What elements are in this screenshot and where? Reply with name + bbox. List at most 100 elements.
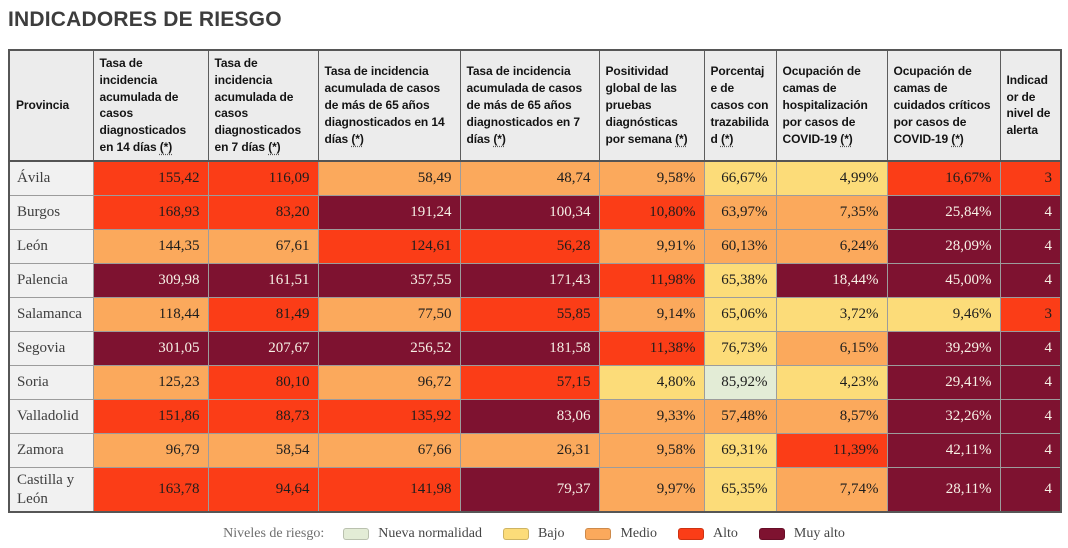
value-cell: 39,29% <box>886 330 1001 366</box>
table-header: Provincia Tasa de incidencia acumulada de… <box>8 49 1062 162</box>
column-header: Indicador de nivel de alerta <box>999 49 1062 162</box>
column-header-label: Provincia <box>16 97 70 112</box>
value-cell: 85,92% <box>703 364 777 400</box>
value-cell: 4,99% <box>775 160 888 196</box>
value-cell: 83,06 <box>459 398 600 434</box>
value-cell: 181,58 <box>459 330 600 366</box>
risk-legend: Niveles de riesgo: Nueva normalidad Bajo M… <box>8 526 1060 542</box>
column-header: Provincia <box>8 49 94 162</box>
footnote-marker[interactable]: (*) <box>493 131 506 146</box>
value-cell: 4 <box>999 398 1062 434</box>
legend-item-label: Bajo <box>538 526 565 542</box>
column-header-label: Indicador de nivel de alerta <box>1006 72 1051 138</box>
value-cell: 9,91% <box>598 228 705 264</box>
footnote-marker[interactable]: (*) <box>159 139 173 154</box>
value-cell: 65,35% <box>703 466 777 513</box>
footnote-marker[interactable]: (*) <box>720 131 734 146</box>
table-row: Palencia 309,98 161,51 357,55 171,43 11,98% 65… <box>8 262 1062 298</box>
table-row: León 144,35 67,61 124,61 56,28 9,91% 60,13% 6,2… <box>8 228 1062 264</box>
value-cell: 28,09% <box>886 228 1001 264</box>
value-cell: 151,86 <box>92 398 209 434</box>
table-body: Ávila 155,42 116,09 58,49 48,74 9,58% 66,67% 4,… <box>8 160 1062 513</box>
value-cell: 4 <box>999 432 1062 468</box>
value-cell: 7,35% <box>775 194 888 230</box>
value-cell: 118,44 <box>92 296 209 332</box>
value-cell: 96,79 <box>92 432 209 468</box>
value-cell: 141,98 <box>317 466 461 513</box>
table-row: Salamanca 118,44 81,49 77,50 55,85 9,14% 65,06… <box>8 296 1062 332</box>
province-cell: León <box>8 228 94 264</box>
legend-item: Medio <box>585 526 657 542</box>
footnote-marker[interactable]: (*) <box>675 131 688 146</box>
risk-indicators-table: Provincia Tasa de incidencia acumulada de… <box>8 49 1062 514</box>
value-cell: 67,66 <box>317 432 461 468</box>
legend-item-label: Muy alto <box>793 526 845 542</box>
value-cell: 161,51 <box>207 262 319 298</box>
legend-swatch-muy-alto <box>758 528 785 541</box>
value-cell: 18,44% <box>775 262 888 298</box>
value-cell: 4 <box>999 262 1062 298</box>
value-cell: 11,39% <box>775 432 888 468</box>
table-row: Soria 125,23 80,10 96,72 57,15 4,80% 85,92% 4,2… <box>8 364 1062 400</box>
column-header-label: Porcentaje de casos con trazabilidad <box>710 64 769 146</box>
footnote-marker[interactable]: (*) <box>951 131 964 146</box>
column-header: Tasa de incidencia acumulada de casos de… <box>317 49 461 162</box>
value-cell: 81,49 <box>207 296 319 332</box>
legend-item: Alto <box>678 526 738 542</box>
value-cell: 4,80% <box>598 364 705 400</box>
value-cell: 301,05 <box>92 330 209 366</box>
value-cell: 69,31% <box>703 432 777 468</box>
column-header: Tasa de incidencia acumulada de casos di… <box>92 49 209 162</box>
value-cell: 65,06% <box>703 296 777 332</box>
value-cell: 7,74% <box>775 466 888 513</box>
table-row: Ávila 155,42 116,09 58,49 48,74 9,58% 66,67% 4,… <box>8 160 1062 196</box>
value-cell: 6,24% <box>775 228 888 264</box>
footnote-marker[interactable]: (*) <box>351 131 364 146</box>
legend-label: Niveles de riesgo: <box>223 526 325 542</box>
footnote-marker[interactable]: (*) <box>268 139 281 154</box>
table-row: Burgos 168,93 83,20 191,24 100,34 10,80% 63,97… <box>8 194 1062 230</box>
column-header-label: Ocupación de camas de cuidados críticos … <box>893 64 991 146</box>
table-row: Castilla y León 163,78 94,64 141,98 79,37 9,9… <box>8 466 1062 513</box>
value-cell: 168,93 <box>92 194 209 230</box>
table-row: Valladolid 151,86 88,73 135,92 83,06 9,33% 57,… <box>8 398 1062 434</box>
value-cell: 309,98 <box>92 262 209 298</box>
value-cell: 94,64 <box>207 466 319 513</box>
value-cell: 42,11% <box>886 432 1001 468</box>
value-cell: 4 <box>999 194 1062 230</box>
value-cell: 9,58% <box>598 432 705 468</box>
legend-swatch-nueva-normalidad <box>343 528 370 541</box>
value-cell: 76,73% <box>703 330 777 366</box>
footnote-marker[interactable]: (*) <box>840 131 853 146</box>
value-cell: 60,13% <box>703 228 777 264</box>
value-cell: 135,92 <box>317 398 461 434</box>
value-cell: 25,84% <box>886 194 1001 230</box>
province-cell: Zamora <box>8 432 94 468</box>
column-header-label: Positividad global de las pruebas diagnó… <box>605 64 678 146</box>
column-header: Positividad global de las pruebas diagnó… <box>598 49 705 162</box>
value-cell: 256,52 <box>317 330 461 366</box>
value-cell: 163,78 <box>92 466 209 513</box>
value-cell: 125,23 <box>92 364 209 400</box>
value-cell: 80,10 <box>207 364 319 400</box>
legend-swatch-alto <box>678 528 705 541</box>
value-cell: 8,57% <box>775 398 888 434</box>
value-cell: 4 <box>999 364 1062 400</box>
value-cell: 63,97% <box>703 194 777 230</box>
value-cell: 155,42 <box>92 160 209 196</box>
province-cell: Ávila <box>8 160 94 196</box>
column-header-label: Tasa de incidencia acumulada de casos de… <box>466 64 583 146</box>
value-cell: 10,80% <box>598 194 705 230</box>
province-cell: Soria <box>8 364 94 400</box>
value-cell: 67,61 <box>207 228 319 264</box>
value-cell: 9,97% <box>598 466 705 513</box>
value-cell: 28,11% <box>886 466 1001 513</box>
legend-item-label: Nueva normalidad <box>378 526 483 542</box>
column-header: Tasa de incidencia acumulada de casos de… <box>459 49 600 162</box>
value-cell: 357,55 <box>317 262 461 298</box>
value-cell: 26,31 <box>459 432 600 468</box>
value-cell: 45,00% <box>886 262 1001 298</box>
value-cell: 207,67 <box>207 330 319 366</box>
province-cell: Castilla y León <box>8 466 94 513</box>
